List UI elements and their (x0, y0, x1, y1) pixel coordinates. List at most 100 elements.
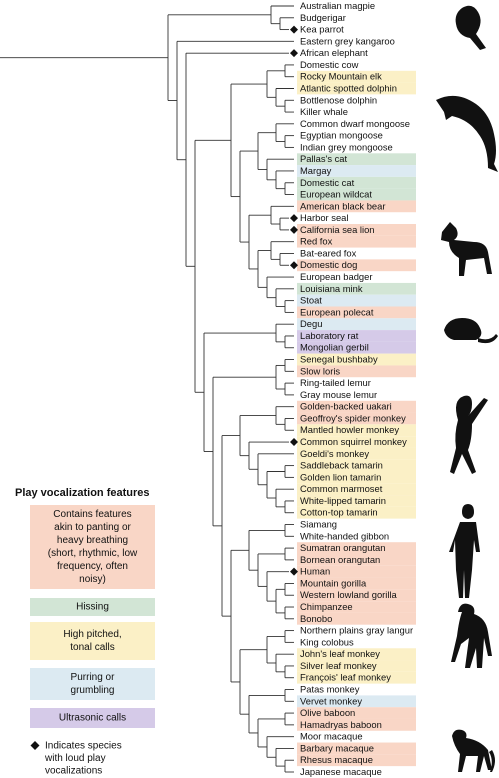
feature-highlight (297, 200, 416, 213)
dog-silhouette (441, 222, 492, 276)
feature-highlight (297, 612, 416, 625)
feature-highlight (297, 707, 416, 719)
feature-highlight (297, 565, 416, 578)
species-label: Laboratory rat (300, 330, 359, 341)
species-label: Bat-eared fox (300, 247, 357, 258)
species-label: Harbor seal (300, 212, 348, 223)
legend-note: with loud play (44, 753, 106, 764)
feature-highlight (297, 412, 416, 425)
legend: Play vocalization features Contains feat… (15, 487, 155, 777)
legend-label: tonal calls (70, 642, 114, 653)
feature-highlight (297, 82, 416, 95)
species-label: Stoat (300, 295, 322, 306)
macaque-silhouette (452, 729, 495, 772)
species-label: John's leaf monkey (300, 648, 380, 659)
species-label: Golden lion tamarin (300, 471, 381, 482)
feature-highlight (297, 671, 416, 684)
species-label: Northern plains gray langur (300, 625, 413, 636)
species-label: Eastern grey kangaroo (300, 35, 395, 46)
species-label: California sea lion (300, 224, 375, 235)
legend-label: frequency, often (57, 561, 128, 572)
feature-highlight (297, 506, 416, 519)
species-label: Degu (300, 318, 322, 329)
species-label: European wildcat (300, 189, 372, 200)
feature-highlight (297, 353, 416, 366)
species-label: François' leaf monkey (300, 672, 391, 683)
feature-highlight (297, 318, 416, 331)
feature-highlight (297, 483, 416, 496)
species-label: Goeldi's monkey (300, 448, 369, 459)
feature-highlight (297, 282, 416, 295)
species-label: Golden-backed uakari (300, 401, 392, 412)
species-label: Bonobo (300, 613, 332, 624)
species-label: Geoffroy's spider monkey (300, 412, 406, 423)
feature-highlight (297, 306, 416, 319)
feature-highlight (297, 436, 416, 448)
legend-label: Ultrasonic calls (59, 713, 126, 724)
feature-highlight (297, 235, 416, 248)
feature-highlight (297, 495, 416, 507)
legend-swatch (30, 668, 155, 700)
legend-label: Purring or (71, 672, 116, 683)
species-label: Barbary macaque (300, 742, 374, 753)
legend-note: vocalizations (45, 766, 102, 777)
species-label: Sumatran orangutan (300, 542, 385, 553)
species-label: Senegal bushbaby (300, 354, 378, 365)
feature-highlight (297, 471, 416, 484)
species-label: Hamadryas baboon (300, 719, 382, 730)
species-label: Common marmoset (300, 483, 383, 494)
animal-silhouettes (436, 5, 498, 772)
feature-highlight (297, 577, 416, 590)
loud-diamond (290, 214, 298, 223)
loud-diamond (290, 438, 298, 447)
species-label: Indian grey mongoose (300, 141, 393, 152)
feature-highlight (297, 224, 416, 236)
feature-highlight (297, 400, 416, 413)
species-label: Domestic cat (300, 177, 355, 188)
feature-highlight (297, 424, 416, 437)
feature-highlight (297, 542, 416, 554)
legend-swatch (30, 622, 155, 660)
species-label: Bornean orangutan (300, 554, 380, 565)
species-label: Rocky Mountain elk (300, 71, 382, 82)
species-label: African elephant (300, 47, 368, 58)
legend-title: Play vocalization features (15, 487, 150, 499)
legend-label: grumbling (71, 685, 115, 696)
species-label: Siamang (300, 519, 337, 530)
species-label: Human (300, 566, 330, 577)
feature-highlight (297, 742, 416, 755)
feature-highlight (297, 718, 416, 731)
species-label: White-lipped tamarin (300, 495, 386, 506)
species-label: Budgerigar (300, 12, 346, 23)
loud-diamond (290, 567, 298, 576)
species-label: Saddleback tamarin (300, 460, 383, 471)
feature-highlight (297, 188, 416, 201)
rat-silhouette (444, 318, 498, 344)
loud-diamond (290, 225, 298, 234)
species-label: Common squirrel monkey (300, 436, 407, 447)
feature-highlight (297, 601, 416, 613)
feature-highlight (297, 70, 416, 83)
feature-highlight (297, 176, 416, 189)
species-label: European polecat (300, 306, 374, 317)
species-label: Cotton-top tamarin (300, 507, 378, 518)
species-label: White-handed gibbon (300, 530, 389, 541)
feature-highlight (297, 330, 416, 342)
feature-highlight (297, 754, 416, 767)
species-label: Pallas's cat (300, 153, 348, 164)
loud-diamond (290, 261, 298, 270)
species-label: Margay (300, 165, 332, 176)
feature-highlight (297, 447, 416, 460)
species-label: Killer whale (300, 106, 348, 117)
feature-highlight (297, 660, 416, 672)
legend-label: noisy) (79, 574, 106, 585)
species-label: Ring-tailed lemur (300, 377, 371, 388)
monkey-silhouette (450, 395, 488, 474)
feature-highlight (297, 459, 416, 472)
legend-label: Contains features (53, 509, 131, 520)
species-label: Japanese macaque (300, 766, 382, 777)
species-label: Australian magpie (300, 0, 375, 11)
species-label: Patas monkey (300, 683, 360, 694)
species-label: Domestic dog (300, 259, 357, 270)
